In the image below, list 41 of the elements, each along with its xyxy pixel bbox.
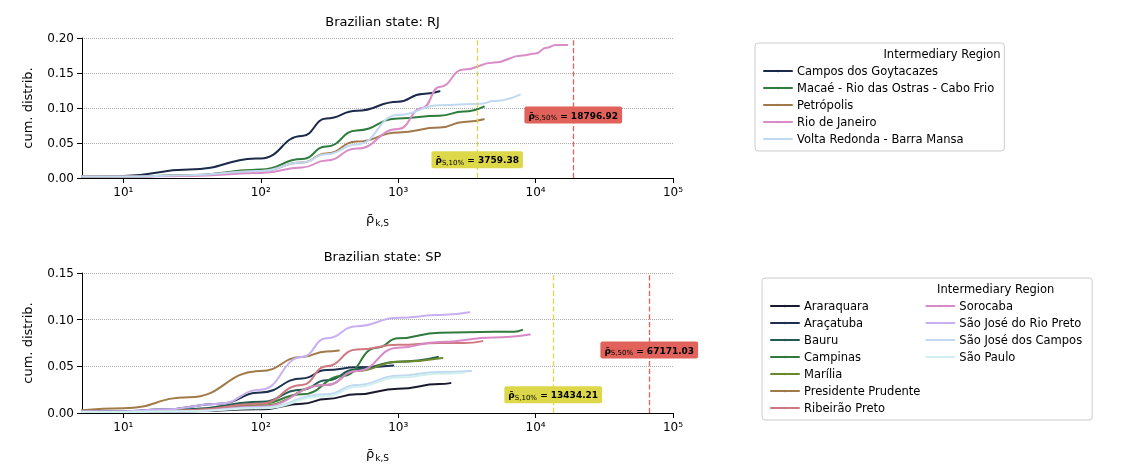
legend-title: Intermediary Region [937, 282, 1055, 296]
x-tick-label: 10⁴ [525, 420, 546, 434]
y-tick-label: 0.15 [47, 266, 74, 280]
legend-label: Campinas [804, 350, 862, 364]
legend-label: Volta Redonda - Barra Mansa [797, 132, 964, 146]
x-tick-label: 10³ [388, 185, 409, 199]
y-tick-label: 0.00 [47, 171, 74, 185]
legend-label: São Paulo [959, 350, 1016, 364]
legend-label: Araraquara [804, 299, 869, 313]
chart-title: Brazilian state: SP [323, 249, 442, 264]
y-tick-label: 0.05 [47, 136, 74, 150]
legend-label: Bauru [804, 333, 839, 347]
legend-label: Macaé - Rio das Ostras - Cabo Frio [797, 81, 995, 95]
y-axis-title: cum. distrib. [20, 67, 35, 149]
legend-label: Araçatuba [804, 316, 864, 330]
x-tick-label: 10¹ [113, 185, 134, 199]
legend-title: Intermediary Region [883, 47, 1001, 61]
y-tick-label: 0.05 [47, 359, 74, 374]
y-axis-title: cum. distrib. [20, 302, 35, 384]
x-tick-label: 10⁵ [662, 185, 684, 199]
legend-label: São José do Rio Preto [959, 316, 1082, 330]
x-tick-label: 10⁴ [525, 185, 546, 199]
y-tick-label: 0.15 [47, 66, 74, 80]
legend-label: Presidente Prudente [804, 384, 921, 398]
x-tick-label: 10³ [388, 420, 409, 434]
legend-label: Petrópolis [797, 98, 854, 112]
legend-label: Campos dos Goytacazes [797, 64, 939, 78]
y-tick-label: 0.10 [47, 101, 74, 115]
legend-label: Ribeirão Preto [804, 401, 886, 415]
legend-label: Rio de Janeiro [797, 115, 877, 129]
x-tick-label: 10⁵ [662, 420, 684, 434]
x-tick-label: 10² [250, 420, 271, 434]
x-tick-label: 10¹ [113, 420, 134, 434]
legend-label: Sorocaba [959, 299, 1013, 313]
legend-label: Marília [804, 367, 843, 381]
x-tick-label: 10² [250, 185, 271, 199]
y-tick-label: 0.10 [47, 312, 74, 327]
y-tick-label: 0.20 [47, 31, 74, 45]
legend-label: São José dos Campos [959, 333, 1083, 347]
chart-title: Brazilian state: RJ [325, 14, 440, 29]
y-tick-label: 0.00 [47, 406, 74, 420]
